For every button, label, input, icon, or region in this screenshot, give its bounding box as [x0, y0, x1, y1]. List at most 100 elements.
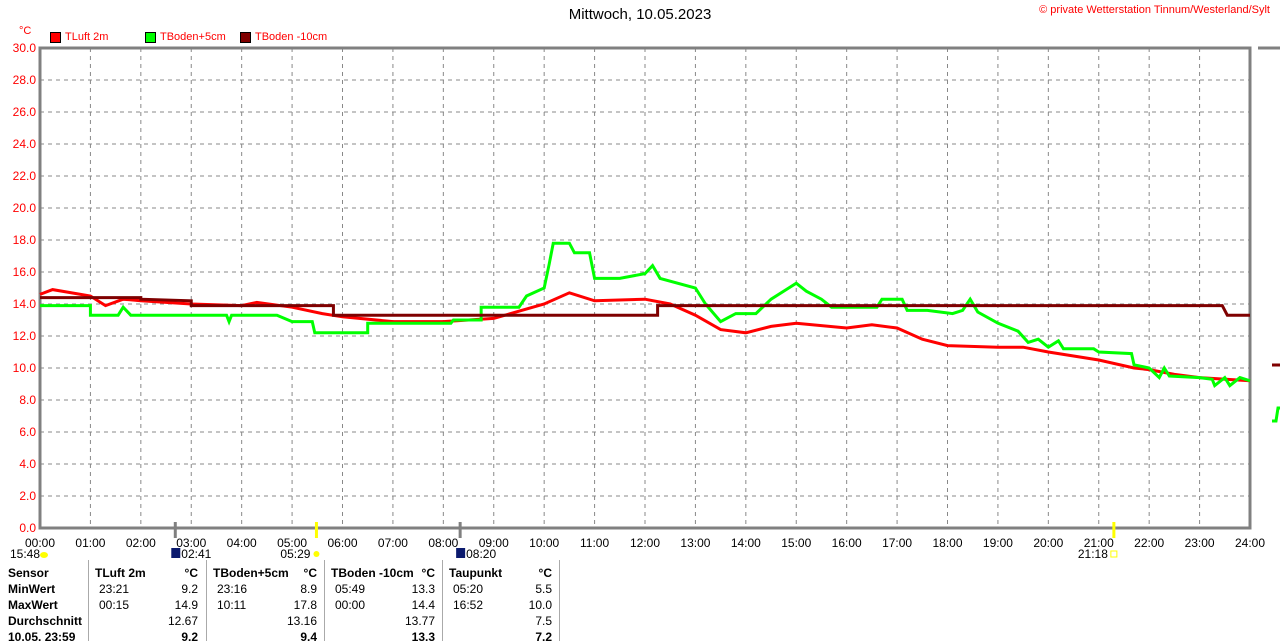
y-tick-label: 20.0 [13, 201, 37, 215]
legend-label: TLuft 2m [65, 31, 109, 43]
x-tick-label: 03:00 [176, 536, 206, 550]
x-tick-label: 16:00 [832, 536, 862, 550]
chart-title: Mittwoch, 10.05.2023 [568, 6, 712, 23]
legend-swatch [50, 31, 61, 43]
table-cell: MaxWert [8, 598, 58, 612]
table-cell: 05:49 [335, 582, 366, 596]
table-cell: 7.2 [535, 630, 552, 644]
x-tick-label: 01:00 [75, 536, 105, 550]
y-tick-label: 14.0 [13, 297, 37, 311]
plot-frame [38, 46, 1252, 530]
x-tick-label: 02:00 [126, 536, 156, 550]
legend-item-tboden5: TBoden+5cm [145, 31, 226, 43]
table-cell: 13.3 [411, 630, 435, 644]
y-tick-label: 18.0 [13, 233, 37, 247]
table-cell: °C [538, 566, 552, 580]
moonrise-icon [171, 548, 181, 558]
table-cell: 10.05. 23:59 [8, 630, 76, 644]
x-tick-label: 12:00 [630, 536, 660, 550]
table-cell: MinWert [8, 582, 56, 596]
table-cell: 23:21 [99, 582, 130, 596]
y-tick-label: 10.0 [13, 361, 37, 375]
table-cell: 7.5 [535, 614, 552, 628]
legend-item-tluft: TLuft 2m [50, 31, 108, 43]
table-cell: 10.0 [528, 598, 552, 612]
x-tick-label: 21:00 [1084, 536, 1114, 550]
y-tick-label: 8.0 [19, 393, 36, 407]
astro-time: 05:29 [280, 547, 310, 561]
table-cell: 14.9 [174, 598, 198, 612]
table-cell: TLuft 2m [95, 566, 146, 580]
y-tick-label: 30.0 [13, 41, 37, 55]
y-tick-label: 2.0 [19, 489, 36, 503]
table-cell: Sensor [8, 566, 49, 580]
x-tick-label: 09:00 [479, 536, 509, 550]
table-cell: 16:52 [453, 598, 484, 612]
series-line-0 [39, 288, 1251, 383]
y-tick-label: 0.0 [19, 521, 36, 535]
y-tick-label: 4.0 [19, 457, 36, 471]
table-cell: 13.16 [286, 614, 317, 628]
astro-time: 15:48 [10, 547, 40, 561]
table-cell: 05:20 [453, 582, 484, 596]
x-tick-label: 04:00 [227, 536, 257, 550]
x-tick-label: 14:00 [731, 536, 761, 550]
y-tick-label: 24.0 [13, 137, 37, 151]
y-tick-label: 28.0 [13, 73, 37, 87]
astro-time: 08:20 [466, 547, 496, 561]
x-tick-label: 20:00 [1033, 536, 1063, 550]
x-tick-label: 06:00 [327, 536, 357, 550]
table-cell: 13.3 [411, 582, 435, 596]
x-tick-label: 08:00 [428, 536, 458, 550]
table-divider [324, 560, 325, 641]
sunset-icon [1110, 550, 1118, 558]
legend-item-tboden10: TBoden -10cm [240, 31, 327, 43]
table-cell: 00:15 [99, 598, 130, 612]
astro-time: 02:41 [181, 547, 211, 561]
table-cell: 00:00 [335, 598, 366, 612]
y-tick-label: 12.0 [13, 329, 37, 343]
y-tick-label: 6.0 [19, 425, 36, 439]
table-cell: 12.67 [167, 614, 198, 628]
x-tick-label: 19:00 [983, 536, 1013, 550]
astro-time: 21:18 [1078, 547, 1108, 561]
table-cell: Durchschnitt [8, 614, 83, 628]
x-tick-label: 17:00 [882, 536, 912, 550]
legend-swatch [240, 31, 251, 43]
x-tick-label: 10:00 [529, 536, 559, 550]
series-line-2 [40, 296, 1250, 317]
legend-swatch [145, 31, 156, 43]
table-cell: 8.9 [300, 582, 317, 596]
y-tick-label: 22.0 [13, 169, 37, 183]
table-divider [559, 560, 560, 641]
next-chart-series [1272, 406, 1280, 423]
moonset-icon [456, 548, 466, 558]
table-divider [206, 560, 207, 641]
x-tick-label: 00:00 [25, 536, 55, 550]
y-axis-unit: °C [19, 25, 32, 37]
copyright: © private Wetterstation Tinnum/Westerlan… [1039, 4, 1270, 16]
table-cell: 5.5 [535, 582, 552, 596]
x-tick-label: 15:00 [781, 536, 811, 550]
sun-icon [313, 551, 320, 557]
table-cell: 13.77 [404, 614, 435, 628]
x-tick-label: 11:00 [580, 536, 609, 550]
moon-icon [40, 552, 48, 558]
x-tick-label: 07:00 [378, 536, 408, 550]
x-tick-label: 18:00 [932, 536, 962, 550]
table-cell: 9.2 [181, 630, 198, 644]
table-cell: TBoden -10cm [331, 566, 414, 580]
y-tick-label: 16.0 [13, 265, 37, 279]
x-tick-label: 13:00 [680, 536, 710, 550]
legend-label: TBoden+5cm [160, 31, 226, 43]
table-cell: °C [303, 566, 317, 580]
table-divider [442, 560, 443, 641]
table-cell: 14.4 [411, 598, 435, 612]
x-tick-label: 22:00 [1134, 536, 1164, 550]
table-cell: 23:16 [217, 582, 248, 596]
table-cell: 9.4 [300, 630, 317, 644]
y-tick-label: 26.0 [13, 105, 37, 119]
table-divider [88, 560, 89, 641]
x-tick-label: 23:00 [1185, 536, 1215, 550]
